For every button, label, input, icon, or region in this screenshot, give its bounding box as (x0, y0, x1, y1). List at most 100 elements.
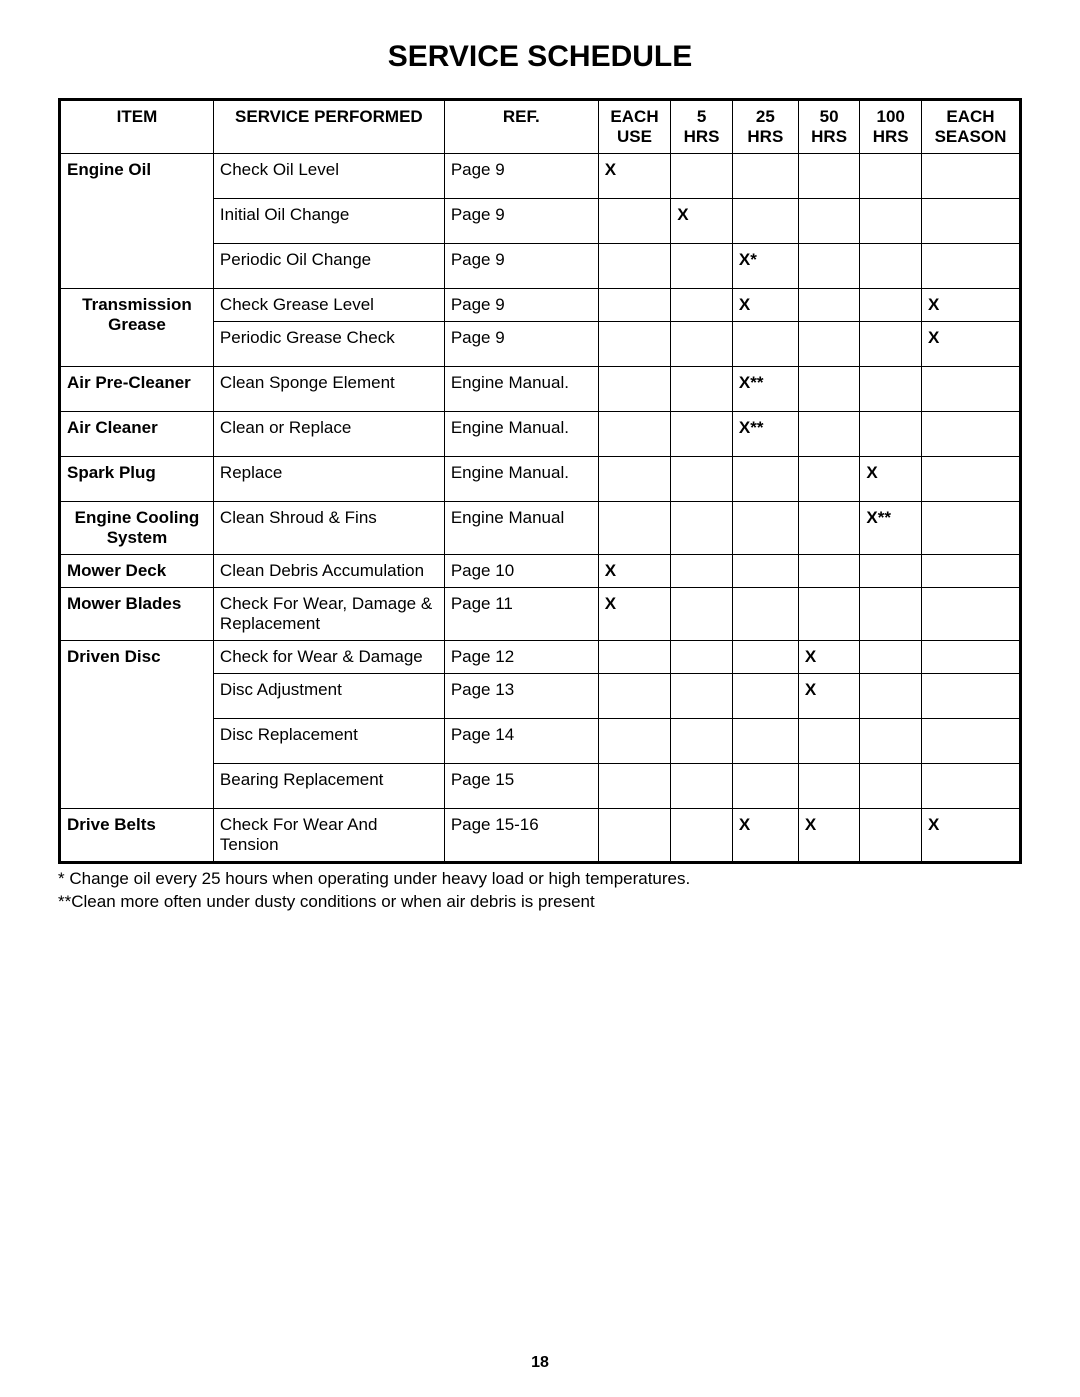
item-cell: Drive Belts (60, 809, 214, 863)
ref-cell: Page 10 (444, 555, 598, 588)
service-cell: Bearing Replacement (213, 764, 444, 809)
mark-cell-h25 (732, 199, 798, 244)
ref-cell: Page 9 (444, 322, 598, 367)
table-row: Transmission GreaseCheck Grease LevelPag… (60, 289, 1021, 322)
mark-cell-h5 (671, 719, 733, 764)
ref-cell: Page 15 (444, 764, 598, 809)
table-body: Engine OilCheck Oil LevelPage 9XInitial … (60, 154, 1021, 863)
mark-cell-season (921, 641, 1020, 674)
col-ref: REF. (444, 100, 598, 154)
mark-cell-h50 (798, 322, 860, 367)
ref-cell: Page 9 (444, 154, 598, 199)
service-cell: Initial Oil Change (213, 199, 444, 244)
mark-cell-h100: X (860, 457, 922, 502)
col-item: ITEM (60, 100, 214, 154)
mark-cell-h50 (798, 199, 860, 244)
mark-cell-each_use (598, 641, 671, 674)
service-cell: Clean Shroud & Fins (213, 502, 444, 555)
item-cell: Spark Plug (60, 457, 214, 502)
mark-cell-h50 (798, 555, 860, 588)
table-row: Spark PlugReplaceEngine Manual.X (60, 457, 1021, 502)
mark-cell-each_use (598, 199, 671, 244)
mark-cell-h100 (860, 154, 922, 199)
mark-cell-each_use (598, 289, 671, 322)
table-row: Driven DiscCheck for Wear & DamagePage 1… (60, 641, 1021, 674)
mark-cell-season (921, 199, 1020, 244)
table-row: Air CleanerClean or ReplaceEngine Manual… (60, 412, 1021, 457)
col-25hrs: 25HRS (732, 100, 798, 154)
mark-cell-each_use (598, 764, 671, 809)
mark-cell-each_use: X (598, 555, 671, 588)
mark-cell-h5 (671, 322, 733, 367)
mark-cell-each_use (598, 244, 671, 289)
mark-cell-h50 (798, 367, 860, 412)
mark-cell-season (921, 555, 1020, 588)
mark-cell-each_use: X (598, 154, 671, 199)
mark-cell-h50 (798, 502, 860, 555)
mark-cell-h5 (671, 555, 733, 588)
ref-cell: Page 9 (444, 244, 598, 289)
item-cell: Air Pre-Cleaner (60, 367, 214, 412)
mark-cell-each_use (598, 719, 671, 764)
mark-cell-h50 (798, 764, 860, 809)
ref-cell: Page 11 (444, 588, 598, 641)
ref-cell: Page 9 (444, 289, 598, 322)
mark-cell-h50 (798, 588, 860, 641)
mark-cell-h50 (798, 289, 860, 322)
mark-cell-h25 (732, 674, 798, 719)
mark-cell-h50 (798, 244, 860, 289)
mark-cell-h5 (671, 244, 733, 289)
mark-cell-h50 (798, 719, 860, 764)
col-100hrs: 100HRS (860, 100, 922, 154)
item-cell: Mower Deck (60, 555, 214, 588)
mark-cell-h50 (798, 154, 860, 199)
col-5hrs: 5HRS (671, 100, 733, 154)
service-cell: Replace (213, 457, 444, 502)
mark-cell-each_use (598, 457, 671, 502)
table-row: Air Pre-CleanerClean Sponge ElementEngin… (60, 367, 1021, 412)
item-cell: Driven Disc (60, 641, 214, 809)
service-cell: Check Oil Level (213, 154, 444, 199)
mark-cell-season: X (921, 322, 1020, 367)
mark-cell-h50 (798, 457, 860, 502)
mark-cell-h25 (732, 457, 798, 502)
service-cell: Disc Adjustment (213, 674, 444, 719)
mark-cell-h5 (671, 764, 733, 809)
mark-cell-h25: X (732, 809, 798, 863)
service-cell: Check For Wear And Tension (213, 809, 444, 863)
mark-cell-h5 (671, 457, 733, 502)
service-cell: Disc Replacement (213, 719, 444, 764)
service-cell: Check for Wear & Damage (213, 641, 444, 674)
mark-cell-h100 (860, 588, 922, 641)
ref-cell: Engine Manual (444, 502, 598, 555)
mark-cell-h25: X* (732, 244, 798, 289)
mark-cell-h5: X (671, 199, 733, 244)
col-service: SERVICE PERFORMED (213, 100, 444, 154)
ref-cell: Engine Manual. (444, 412, 598, 457)
ref-cell: Page 15-16 (444, 809, 598, 863)
mark-cell-season (921, 244, 1020, 289)
mark-cell-h25: X (732, 289, 798, 322)
mark-cell-each_use (598, 412, 671, 457)
mark-cell-season (921, 588, 1020, 641)
mark-cell-h25 (732, 555, 798, 588)
mark-cell-season (921, 764, 1020, 809)
mark-cell-h5 (671, 367, 733, 412)
mark-cell-season: X (921, 289, 1020, 322)
mark-cell-h5 (671, 154, 733, 199)
mark-cell-h100 (860, 199, 922, 244)
col-each-use: EACHUSE (598, 100, 671, 154)
col-50hrs: 50HRS (798, 100, 860, 154)
service-cell: Periodic Grease Check (213, 322, 444, 367)
mark-cell-h5 (671, 588, 733, 641)
mark-cell-h100 (860, 322, 922, 367)
mark-cell-h25 (732, 154, 798, 199)
mark-cell-season (921, 502, 1020, 555)
ref-cell: Page 9 (444, 199, 598, 244)
item-cell: Air Cleaner (60, 412, 214, 457)
mark-cell-h25 (732, 322, 798, 367)
mark-cell-h25 (732, 764, 798, 809)
mark-cell-h100: X** (860, 502, 922, 555)
mark-cell-h25 (732, 588, 798, 641)
service-cell: Clean Sponge Element (213, 367, 444, 412)
